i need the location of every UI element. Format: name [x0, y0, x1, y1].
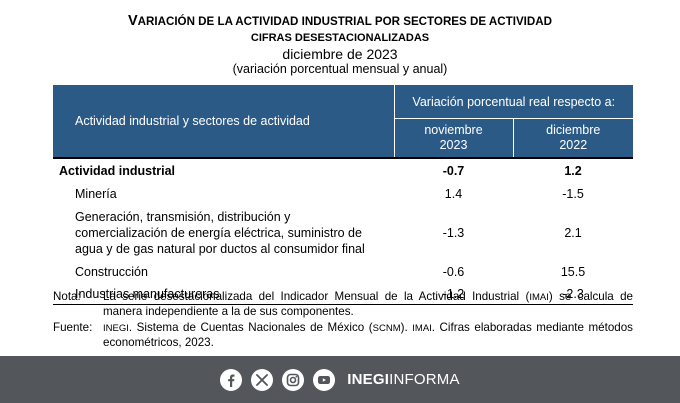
table-row: Minería 1.4 -1.5 — [53, 183, 633, 205]
value-monthly: -1.2 — [394, 283, 513, 305]
footer-bar: INEGIINFORMA — [0, 356, 680, 403]
value-annual: 1.2 — [513, 157, 634, 183]
subtitle-units: (variación porcentual mensual y anual) — [232, 62, 448, 76]
value-annual: 15.5 — [560, 265, 586, 279]
subtitle-seasonal: CIFRAS DESESTACIONALIZADAS — [250, 32, 430, 44]
source-row: Fuente: INEGI. Sistema de Cuentas Nacion… — [53, 321, 633, 350]
row-label: Actividad industrial — [53, 157, 394, 183]
table-row: Actividad industrial -0.7 1.2 — [53, 157, 634, 183]
header-col-dec-2022: diciembre 2022 — [513, 118, 634, 158]
value-annual: -1.5 — [562, 187, 584, 201]
note-text: La serie desestacionalizada del Indicado… — [103, 290, 633, 318]
header-variation: Variación porcentual real respecto a: — [394, 85, 634, 119]
title-block: VARIACIÓN DE LA ACTIVIDAD INDUSTRIAL POR… — [0, 12, 680, 76]
brand-logo: INEGIINFORMA — [347, 371, 460, 388]
table-row: Industrias manufactureras -1.2 -2.3 — [53, 283, 634, 305]
notes-block: Nota: La serie desestacionalizada del In… — [53, 290, 633, 350]
value-monthly: -1.3 — [442, 226, 465, 240]
source-key: Fuente: — [53, 321, 93, 334]
source-text: INEGI. Sistema de Cuentas Nacionales de … — [103, 321, 633, 349]
subtitle-period: diciembre de 2023 — [282, 46, 398, 62]
header-col-nov-2023: noviembre 2023 — [394, 118, 514, 158]
row-label: Minería — [75, 187, 117, 201]
note-key: Nota: — [53, 290, 81, 303]
note-row: Nota: La serie desestacionalizada del In… — [53, 290, 633, 319]
x-icon[interactable] — [251, 368, 274, 391]
value-monthly: -0.7 — [394, 157, 513, 183]
value-monthly: -0.6 — [442, 265, 465, 279]
row-label: Industrias manufactureras — [53, 283, 394, 305]
main-title: VARIACIÓN DE LA ACTIVIDAD INDUSTRIAL POR… — [127, 13, 553, 29]
youtube-icon[interactable] — [313, 368, 336, 391]
header-activity: Actividad industrial y sectores de activ… — [53, 85, 395, 158]
table-row: Construcción -0.6 15.5 — [53, 261, 633, 283]
facebook-icon[interactable] — [220, 368, 243, 391]
instagram-icon[interactable] — [282, 368, 305, 391]
value-monthly: 1.4 — [444, 187, 463, 201]
value-annual: -2.3 — [513, 283, 634, 305]
row-label: Construcción — [75, 265, 148, 279]
value-annual: 2.1 — [564, 226, 582, 240]
data-table: Actividad industrial y sectores de activ… — [53, 85, 634, 305]
